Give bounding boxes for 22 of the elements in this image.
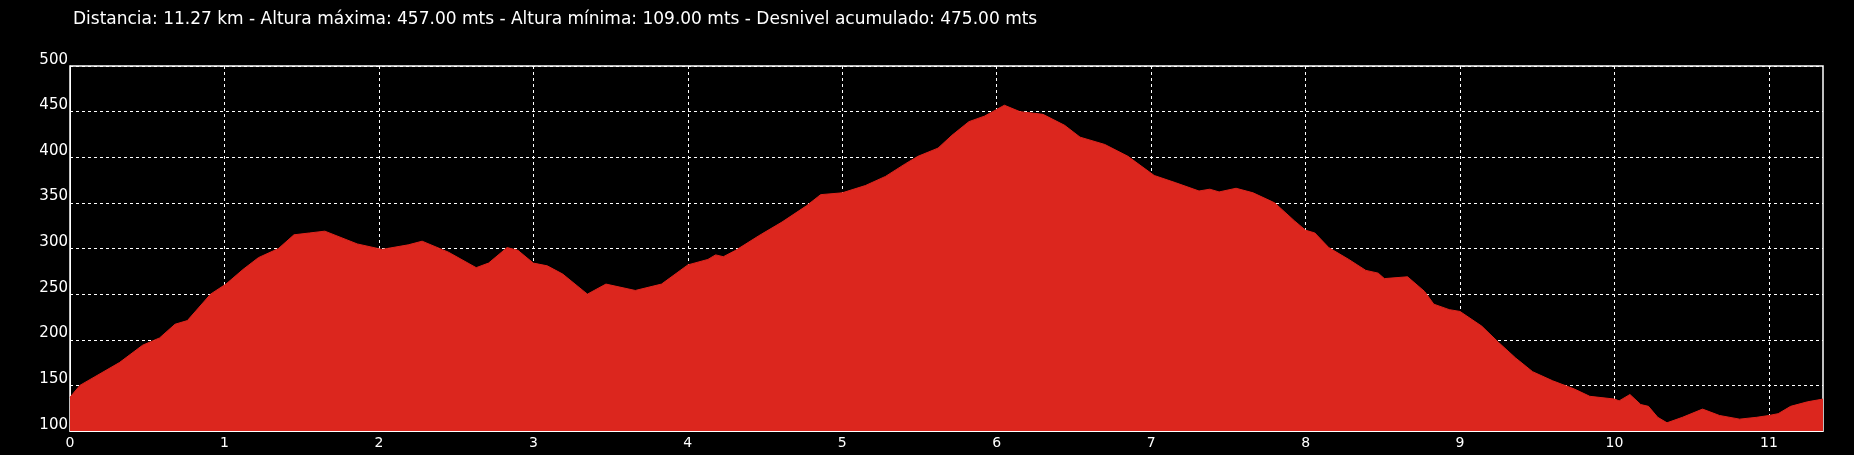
y-tick-label: 150 — [39, 368, 68, 387]
x-tick-label: 1 — [219, 434, 229, 450]
x-tick-label: 2 — [374, 434, 384, 450]
y-tick-label: 400 — [39, 140, 68, 159]
x-tick-label: 9 — [1455, 434, 1465, 450]
y-tick-label: 100 — [39, 414, 68, 433]
x-tick-label: 8 — [1301, 434, 1311, 450]
x-tick-label: 5 — [837, 434, 847, 450]
y-tick-label: 250 — [39, 277, 68, 296]
x-tick-label: 6 — [992, 434, 1002, 450]
y-tick-label: 500 — [39, 49, 68, 68]
x-tick-label: 11 — [1760, 434, 1778, 450]
y-tick-label: 450 — [39, 95, 68, 114]
y-tick-label: 350 — [39, 186, 68, 205]
y-tick-label: 200 — [39, 323, 68, 342]
y-tick-label: 300 — [39, 232, 68, 250]
x-tick-label: 7 — [1146, 434, 1156, 450]
x-tick-label: 10 — [1605, 434, 1624, 450]
x-tick-label: 3 — [528, 434, 538, 450]
x-tick-label: 4 — [683, 434, 693, 450]
chart-title: Distancia: 11.27 km - Altura máxima: 457.00 mts - Altura mínima: 109.00 mts - Desnivel acumulado: 475.00 mts — [73, 7, 1038, 28]
x-tick-label: 0 — [65, 434, 75, 450]
